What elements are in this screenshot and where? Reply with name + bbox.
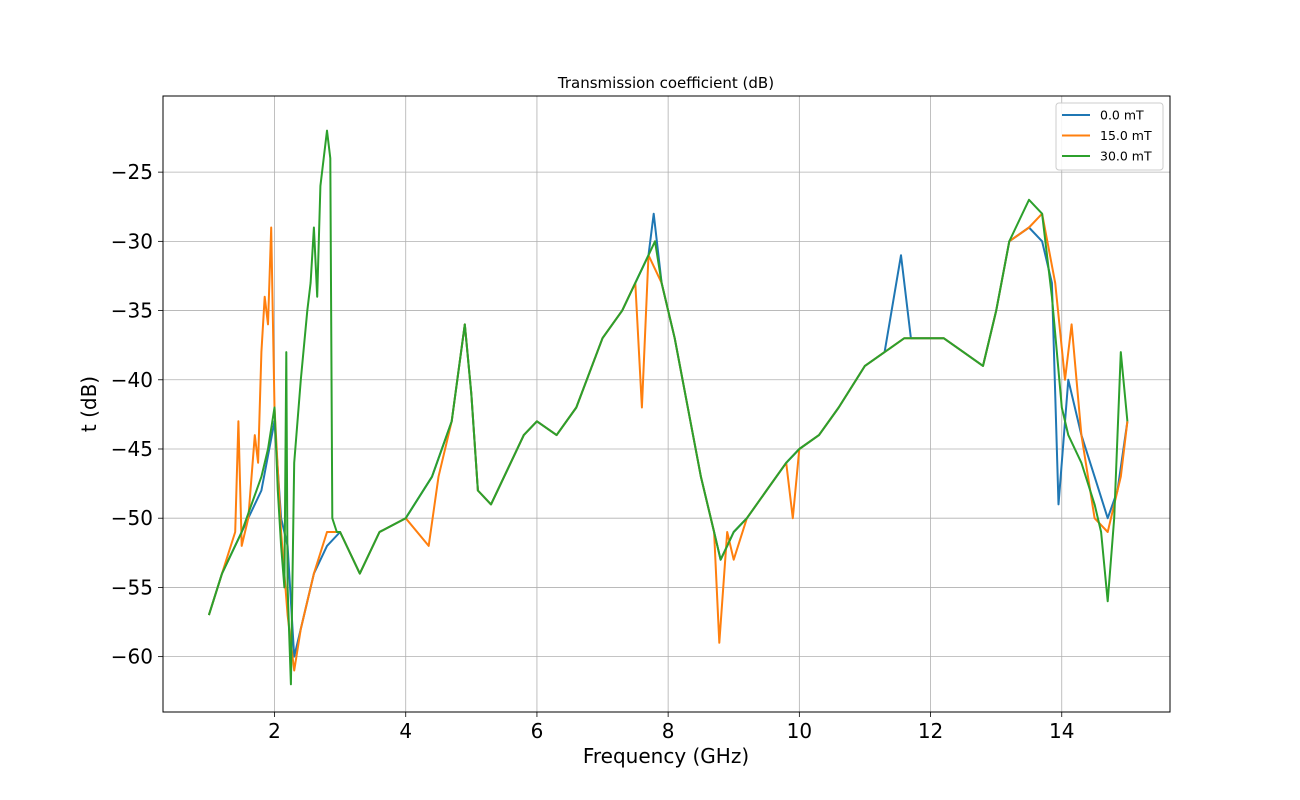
y-tick-label: −30 <box>111 229 153 253</box>
y-tick-label: −35 <box>111 299 153 323</box>
legend-label: 30.0 mT <box>1100 149 1152 164</box>
y-tick-label: −50 <box>111 506 153 530</box>
y-axis: −25 −30 −35 −40 −45 −50 −55 −60 <box>111 160 163 669</box>
x-tick-label: 8 <box>662 719 675 743</box>
plot-series <box>207 129 1129 686</box>
x-tick-label: 10 <box>787 719 812 743</box>
legend-box <box>1055 102 1164 171</box>
x-tick-label: 12 <box>918 719 943 743</box>
plot-frame <box>162 95 1171 713</box>
series-line-2 <box>207 129 1129 686</box>
y-tick-label: −25 <box>111 160 153 184</box>
y-axis-title: t (dB) <box>77 376 101 432</box>
x-tick-label: 4 <box>399 719 412 743</box>
legend-label: 15.0 mT <box>1100 128 1152 143</box>
y-tick-label: −45 <box>111 437 153 461</box>
y-tick-label: −60 <box>111 645 153 669</box>
x-axis: 2 4 6 8 10 12 14 <box>268 712 1074 743</box>
x-tick-label: 2 <box>268 719 281 743</box>
x-tick-label: 14 <box>1049 719 1074 743</box>
y-tick-label: −40 <box>111 368 153 392</box>
x-axis-title: Frequency (GHz) <box>583 744 749 768</box>
y-tick-label: −55 <box>111 575 153 599</box>
x-tick-label: 6 <box>531 719 544 743</box>
legend-label: 0.0 mT <box>1100 108 1144 123</box>
chart-title: Transmission coefficient (dB) <box>557 74 774 92</box>
legend: 0.0 mT 15.0 mT 30.0 mT <box>1055 102 1164 171</box>
